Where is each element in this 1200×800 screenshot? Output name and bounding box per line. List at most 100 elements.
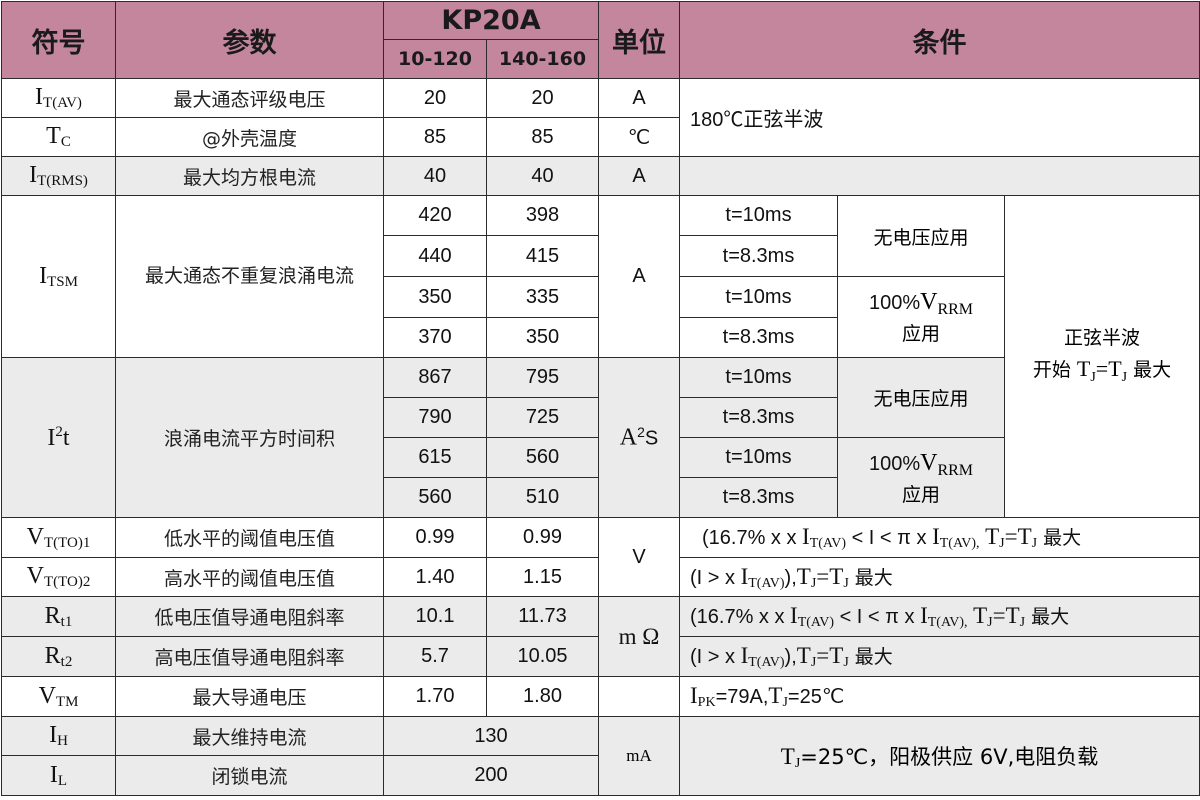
table-row: ITSM 最大通态不重复浪涌电流 420 398 A t=10ms 无电压应用 … <box>1 195 1200 518</box>
unit-vto: V <box>598 517 680 597</box>
cond-time: t=10ms <box>679 437 838 478</box>
cond-sine-line-2: 开始 TJ=TJ 最大 <box>1032 355 1172 385</box>
value-itsm-3-2: 335 <box>486 276 599 318</box>
param-vto1: 低水平的阈值电压值 <box>115 517 384 558</box>
cond-no-voltage: 无电压应用 <box>837 357 1005 438</box>
symbol-itrms: IT(RMS) <box>1 156 116 196</box>
table-row: Rt1 低电压值导通电阻斜率 10.1 11.73 m Ω (16.7% x x… <box>1 596 1200 677</box>
value-tc-2: 85 <box>486 117 599 157</box>
unit-i2t: A2S <box>598 357 680 518</box>
value-rt1-2: 11.73 <box>486 596 599 637</box>
cond-sine-line-1: 正弦半波 <box>1064 327 1141 350</box>
cond-time: t=8.3ms <box>679 317 838 358</box>
table-row: IL 闭锁电流 200 <box>1 755 1200 796</box>
value-itrms-1: 40 <box>383 156 487 196</box>
header-conditions: 条件 <box>678 1 1200 79</box>
unit-ma: mA <box>598 716 680 796</box>
value-i2t-1-2: 795 <box>486 357 599 398</box>
symbol-vto2: VT(TO)2 <box>1 557 116 597</box>
param-il: 闭锁电流 <box>115 755 384 796</box>
table-row: TC @外壳温度 85 85 ℃ <box>1 117 1200 157</box>
unit-rt: m Ω <box>598 596 680 677</box>
symbol-ih: IH <box>1 716 116 756</box>
table-row: 440 415 t=8.3ms <box>2 235 1200 277</box>
value-itav-2: 20 <box>486 78 599 118</box>
header-symbol: 符号 <box>1 1 116 79</box>
header-range-1: 10-120 <box>383 39 487 79</box>
symbol-tc: TC <box>1 117 116 157</box>
value-vtm-1: 1.70 <box>383 676 487 717</box>
value-i2t-3-1: 615 <box>383 437 487 478</box>
table-row: 560 510 t=8.3ms <box>2 477 1200 518</box>
value-rt1-1: 10.1 <box>383 596 487 637</box>
cond-rt2: (I > x IT(AV)),TJ=TJ 最大 <box>678 636 1200 677</box>
table-row: IH 最大维持电流 130 mA TJ=25℃，阳极供应 6V,电阻负载 <box>1 716 1200 796</box>
symbol-i2t: I2t <box>1 357 116 518</box>
param-itrms: 最大均方根电流 <box>115 156 384 196</box>
value-rt2-2: 10.05 <box>486 636 599 677</box>
symbol-vto1: VT(TO)1 <box>1 517 116 558</box>
value-rt2-1: 5.7 <box>383 636 487 677</box>
cond-vto2: (I > x IT(AV)),TJ=TJ 最大 <box>678 557 1200 597</box>
value-i2t-4-1: 560 <box>383 477 487 518</box>
cond-time: t=8.3ms <box>679 397 838 438</box>
param-itav: 最大通态评级电压 <box>115 78 384 118</box>
table-row: IT(RMS) 最大均方根电流 40 40 A <box>1 156 1200 196</box>
cond-time: t=8.3ms <box>679 235 838 277</box>
header-range-2: 140-160 <box>486 39 599 79</box>
cond-itrms <box>678 156 1200 196</box>
param-vtm: 最大导通电压 <box>115 676 384 717</box>
value-i2t-2-2: 725 <box>486 397 599 438</box>
table-row: 615 560 t=10ms 100%VRRM 应用 <box>2 437 1200 518</box>
value-itsm-4-1: 370 <box>383 317 487 358</box>
cond-time: t=10ms <box>679 195 838 236</box>
unit-itrms: A <box>598 156 680 196</box>
cond-time: t=8.3ms <box>679 477 838 518</box>
cond-vto1: (16.7% x x IT(AV) < I < π x IT(AV), TJ=T… <box>678 517 1200 558</box>
unit-tc: ℃ <box>598 117 680 157</box>
symbol-rt1: Rt1 <box>1 596 116 637</box>
value-itav-1: 20 <box>383 78 487 118</box>
unit-itsm: A <box>598 195 680 358</box>
cond-ih-il: TJ=25℃，阳极供应 6V,电阻负载 <box>678 716 1200 796</box>
table-row: 350 335 t=10ms 100%VRRM 应用 <box>2 276 1200 358</box>
unit-itav: A <box>598 78 680 118</box>
value-itsm-2-1: 440 <box>383 235 487 277</box>
symbol-vtm: VTM <box>1 676 116 717</box>
value-itrms-2: 40 <box>486 156 599 196</box>
header-model: KP20A <box>383 1 599 40</box>
value-vto1-2: 0.99 <box>486 517 599 558</box>
table-row: VTM 最大导通电压 1.70 1.80 IPK=79A,TJ=25℃ <box>1 676 1200 717</box>
cond-no-voltage: 无电压应用 <box>837 195 1005 277</box>
value-vtm-2: 1.80 <box>486 676 599 717</box>
table-row: Rt2 高电压值导通电阻斜率 5.7 10.05 (I > x IT(AV)),… <box>1 636 1200 677</box>
value-itsm-4-2: 350 <box>486 317 599 358</box>
param-tc: @外壳温度 <box>115 117 384 157</box>
symbol-il: IL <box>1 755 116 796</box>
table-row: I2t 浪涌电流平方时间积 867 795 A2S t=10ms 无电压应用 <box>1 357 1200 518</box>
param-i2t: 浪涌电流平方时间积 <box>115 357 384 518</box>
symbol-rt2: Rt2 <box>1 636 116 677</box>
param-vto2: 高水平的阈值电压值 <box>115 557 384 597</box>
value-itsm-1-1: 420 <box>383 195 487 236</box>
table-row: IT(AV) 最大通态评级电压 20 20 A 180℃正弦半波 <box>1 78 1200 157</box>
header-unit: 单位 <box>598 1 680 79</box>
value-i2t-1-1: 867 <box>383 357 487 398</box>
value-vto1-1: 0.99 <box>383 517 487 558</box>
value-il: 200 <box>383 755 599 796</box>
cond-sine-start: 正弦半波 开始 TJ=TJ 最大 <box>1003 195 1200 518</box>
cond-time: t=10ms <box>679 276 838 318</box>
value-vto2-2: 1.15 <box>486 557 599 597</box>
table-row: VT(TO)1 低水平的阈值电压值 0.99 0.99 V (16.7% x x… <box>1 517 1200 597</box>
value-i2t-2-1: 790 <box>383 397 487 438</box>
value-i2t-4-2: 510 <box>486 477 599 518</box>
value-tc-1: 85 <box>383 117 487 157</box>
cond-vrrm: 100%VRRM 应用 <box>837 276 1005 358</box>
header-parameter: 参数 <box>115 1 384 79</box>
param-rt1: 低电压值导通电阻斜率 <box>115 596 384 637</box>
param-rt2: 高电压值导通电阻斜率 <box>115 636 384 677</box>
unit-vtm <box>598 676 680 717</box>
cond-itav-tc: 180℃正弦半波 <box>678 78 1200 157</box>
cond-time: t=10ms <box>679 357 838 398</box>
